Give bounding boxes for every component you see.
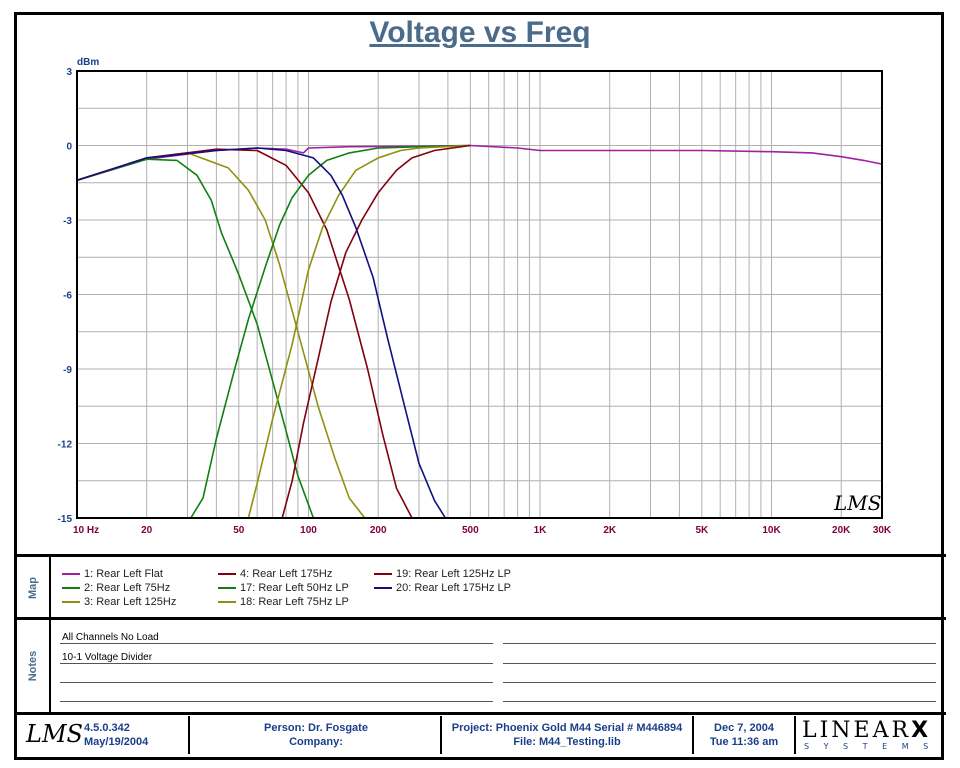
y-tick-label: -3 (63, 216, 72, 227)
series-line (281, 144, 471, 519)
legend-swatch (374, 573, 392, 575)
note-rule (503, 663, 936, 664)
y-tick-label: 0 (66, 142, 72, 153)
y-tick-label: 3 (66, 67, 72, 78)
x-tick-label: 10 Hz (73, 525, 99, 536)
legend-label: 4: Rear Left 175Hz (240, 568, 333, 580)
legend-item: 17: Rear Left 50Hz LP (218, 582, 349, 594)
lms-logo: LMS (26, 720, 83, 748)
x-tick-label: 50 (233, 525, 245, 536)
x-tick-label: 1K (534, 525, 548, 536)
note-rule (60, 682, 493, 683)
legend-label: 1: Rear Left Flat (84, 568, 163, 580)
legend-item: 20: Rear Left 175Hz LP (374, 582, 511, 594)
plot-border (76, 70, 883, 519)
tick-layer: 10 Hz 20 50 100 200 500 1K 2K 5K 10K 20K 30K 3 0 -3 -6 -… (58, 67, 892, 536)
legend-label: 19: Rear Left 125Hz LP (396, 568, 511, 580)
series-line (76, 158, 315, 519)
version-cell: 4.5.0.342 May/19/2004 (80, 716, 190, 754)
legend-swatch (62, 573, 80, 575)
legend-item: 4: Rear Left 175Hz (218, 568, 332, 580)
person-name: Person: Dr. Fosgate (264, 722, 368, 734)
notes-tab: Notes (17, 620, 51, 712)
divider-chart-map (14, 554, 946, 557)
x-tick-label: 20K (832, 525, 851, 536)
note-rule (503, 682, 936, 683)
project-name: Project: Phoenix Gold M44 Serial # M4468… (451, 722, 683, 734)
company-name: Company: (289, 736, 343, 748)
note-rule (60, 663, 493, 664)
legend-swatch (374, 587, 392, 589)
legend-item: 19: Rear Left 125Hz LP (374, 568, 511, 580)
report-date: Dec 7, 2004 (714, 722, 774, 734)
linearx-logo: LINEARX S Y S T E M S (802, 718, 942, 754)
divider-notes-footer (14, 712, 946, 715)
file-name: File: M44_Testing.lib (513, 736, 621, 748)
x-tick-label: 5K (695, 525, 709, 536)
note-line-1-text: All Channels No Load (62, 632, 159, 643)
legend-item: 2: Rear Left 75Hz (62, 582, 170, 594)
legend-swatch (218, 573, 236, 575)
x-tick-label: 30K (873, 525, 892, 536)
legend-item: 1: Rear Left Flat (62, 568, 163, 580)
map-tab: Map (17, 557, 51, 618)
legend-swatch (218, 601, 236, 603)
series-line (190, 144, 471, 519)
note-rule (503, 643, 936, 644)
legend-item: 3: Rear Left 125Hz (62, 596, 176, 608)
legend-label: 20: Rear Left 175Hz LP (396, 582, 511, 594)
map-tab-label: Map (27, 576, 39, 599)
version-date: May/19/2004 (84, 736, 149, 748)
lms-watermark: LMS (833, 491, 881, 515)
x-tick-label: 200 (370, 525, 387, 536)
linearx-systems-text: S Y S T E M S (804, 742, 935, 751)
legend-swatch (62, 587, 80, 589)
series-line (76, 148, 413, 519)
legend-label: 18: Rear Left 75Hz LP (240, 596, 349, 608)
note-rule (503, 701, 936, 702)
note-rule (60, 643, 493, 644)
y-tick-label: -12 (58, 440, 73, 451)
x-tick-label: 500 (462, 525, 479, 536)
x-tick-label: 10K (762, 525, 781, 536)
legend-label: 3: Rear Left 125Hz (84, 596, 177, 608)
note-rule (60, 701, 493, 702)
x-tick-label: 100 (300, 525, 317, 536)
grid-layer (76, 70, 883, 519)
note-line-2-text: 10-1 Voltage Divider (62, 652, 153, 663)
datetime-cell: Dec 7, 2004 Tue 11:36 am (694, 716, 796, 754)
series-line (76, 147, 447, 519)
series-layer (76, 144, 883, 519)
chart-area: 10 Hz 20 50 100 200 500 1K 2K 5K 10K 20K 30K 3 0 -3 -6 -… (58, 57, 892, 536)
chart-title: Voltage vs Freq (369, 16, 591, 49)
legend-label: 17: Rear Left 50Hz LP (240, 582, 349, 594)
linearx-x-mark: X (911, 718, 932, 743)
legend-swatch (218, 587, 236, 589)
x-tick-label: 2K (603, 525, 617, 536)
person-cell: Person: Dr. Fosgate Company: (192, 716, 442, 754)
project-cell: Project: Phoenix Gold M44 Serial # M4468… (442, 716, 694, 754)
x-tick-label: 20 (141, 525, 153, 536)
divider-map-notes (14, 617, 946, 620)
y-tick-label: -6 (63, 291, 72, 302)
series-line (247, 144, 471, 519)
notes-tab-label: Notes (27, 650, 39, 682)
version-number: 4.5.0.342 (84, 722, 130, 734)
y-tick-label: -15 (58, 514, 73, 525)
legend-item: 18: Rear Left 75Hz LP (218, 596, 349, 608)
legend-swatch (62, 601, 80, 603)
y-tick-label: -9 (63, 365, 72, 376)
legend-label: 2: Rear Left 75Hz (84, 582, 171, 594)
linearx-wordmark: LINEAR (802, 718, 912, 743)
report-time: Tue 11:36 am (709, 736, 779, 748)
y-axis-unit-label: dBm (77, 57, 99, 68)
